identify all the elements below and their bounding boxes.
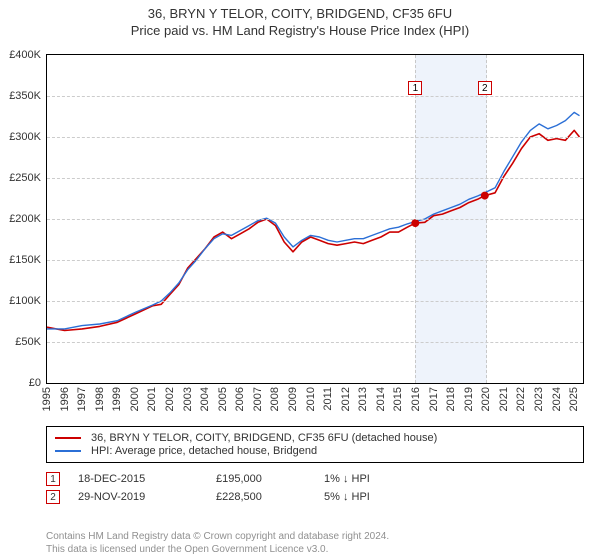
- x-axis-label: 2010: [305, 387, 317, 411]
- y-axis-label: £100K: [9, 295, 41, 307]
- x-axis-label: 1998: [94, 387, 106, 411]
- page-subtitle: Price paid vs. HM Land Registry's House …: [0, 23, 600, 38]
- y-axis-label: £250K: [9, 172, 41, 184]
- x-axis-label: 2000: [129, 387, 141, 411]
- x-axis-label: 2002: [164, 387, 176, 411]
- x-axis-label: 2009: [287, 387, 299, 411]
- price-chart: £0£50K£100K£150K£200K£250K£300K£350K£400…: [46, 54, 584, 384]
- sale-marker-box: 2: [478, 81, 492, 95]
- legend-label: 36, BRYN Y TELOR, COITY, BRIDGEND, CF35 …: [91, 432, 437, 444]
- x-axis-label: 2024: [551, 387, 563, 411]
- y-axis-label: £300K: [9, 131, 41, 143]
- x-axis-label: 2005: [217, 387, 229, 411]
- x-axis-label: 2011: [322, 387, 334, 411]
- x-axis-label: 2020: [480, 387, 492, 411]
- x-axis-label: 2007: [252, 387, 264, 411]
- x-axis-label: 2021: [498, 387, 510, 411]
- y-axis-label: £150K: [9, 254, 41, 266]
- footer: Contains HM Land Registry data © Crown c…: [46, 531, 389, 556]
- page-title: 36, BRYN Y TELOR, COITY, BRIDGEND, CF35 …: [0, 6, 600, 21]
- gridline: [47, 342, 583, 343]
- x-axis-label: 2001: [146, 387, 158, 411]
- footer-licence: This data is licensed under the Open Gov…: [46, 544, 389, 557]
- gridline: [47, 178, 583, 179]
- legend-label: HPI: Average price, detached house, Brid…: [91, 445, 317, 457]
- transaction-marker: 2: [46, 490, 60, 504]
- gridline: [47, 260, 583, 261]
- legend-entry: HPI: Average price, detached house, Brid…: [55, 445, 575, 457]
- gridline: [47, 137, 583, 138]
- transaction-date: 18-DEC-2015: [78, 473, 198, 485]
- transaction-price: £195,000: [216, 473, 306, 485]
- sale-marker-box: 1: [408, 81, 422, 95]
- x-axis-label: 2019: [463, 387, 475, 411]
- x-axis-label: 1997: [76, 387, 88, 411]
- legend-entry: 36, BRYN Y TELOR, COITY, BRIDGEND, CF35 …: [55, 432, 575, 444]
- transaction-hpi-diff: 1% ↓ HPI: [324, 473, 584, 485]
- gridline: [47, 301, 583, 302]
- y-axis-label: £400K: [9, 49, 41, 61]
- x-axis-label: 1996: [59, 387, 71, 411]
- transaction-row: 1 18-DEC-2015 £195,000 1% ↓ HPI: [46, 472, 584, 486]
- x-axis-label: 2022: [515, 387, 527, 411]
- x-axis-label: 2003: [182, 387, 194, 411]
- legend-swatch: [55, 437, 81, 439]
- legend-swatch: [55, 450, 81, 452]
- x-axis-label: 1999: [111, 387, 123, 411]
- y-axis-label: £350K: [9, 90, 41, 102]
- gridline: [47, 96, 583, 97]
- x-axis-label: 2016: [410, 387, 422, 411]
- x-axis-label: 1995: [41, 387, 53, 411]
- y-axis-label: £50K: [15, 336, 41, 348]
- legend: 36, BRYN Y TELOR, COITY, BRIDGEND, CF35 …: [46, 426, 584, 463]
- y-axis-label: £0: [29, 377, 41, 389]
- footer-copyright: Contains HM Land Registry data © Crown c…: [46, 531, 389, 544]
- x-axis-label: 2015: [392, 387, 404, 411]
- page: 36, BRYN Y TELOR, COITY, BRIDGEND, CF35 …: [0, 0, 600, 560]
- x-axis-label: 2018: [445, 387, 457, 411]
- x-axis-label: 2017: [428, 387, 440, 411]
- transaction-row: 2 29-NOV-2019 £228,500 5% ↓ HPI: [46, 490, 584, 504]
- transactions-table: 1 18-DEC-2015 £195,000 1% ↓ HPI 2 29-NOV-2019…: [46, 468, 584, 508]
- x-axis-label: 2013: [357, 387, 369, 411]
- y-axis-label: £200K: [9, 213, 41, 225]
- sale-dot: [411, 219, 419, 227]
- gridline: [47, 219, 583, 220]
- title-block: 36, BRYN Y TELOR, COITY, BRIDGEND, CF35 …: [0, 0, 600, 38]
- transaction-marker: 1: [46, 472, 60, 486]
- x-axis-label: 2014: [375, 387, 387, 411]
- transaction-price: £228,500: [216, 491, 306, 503]
- x-axis-label: 2012: [340, 387, 352, 411]
- x-axis-label: 2025: [568, 387, 580, 411]
- x-axis-label: 2023: [533, 387, 545, 411]
- transaction-hpi-diff: 5% ↓ HPI: [324, 491, 584, 503]
- x-axis-label: 2006: [234, 387, 246, 411]
- x-axis-label: 2008: [269, 387, 281, 411]
- series-line: [47, 112, 580, 329]
- x-axis-label: 2004: [199, 387, 211, 411]
- sale-dot: [481, 192, 489, 200]
- transaction-date: 29-NOV-2019: [78, 491, 198, 503]
